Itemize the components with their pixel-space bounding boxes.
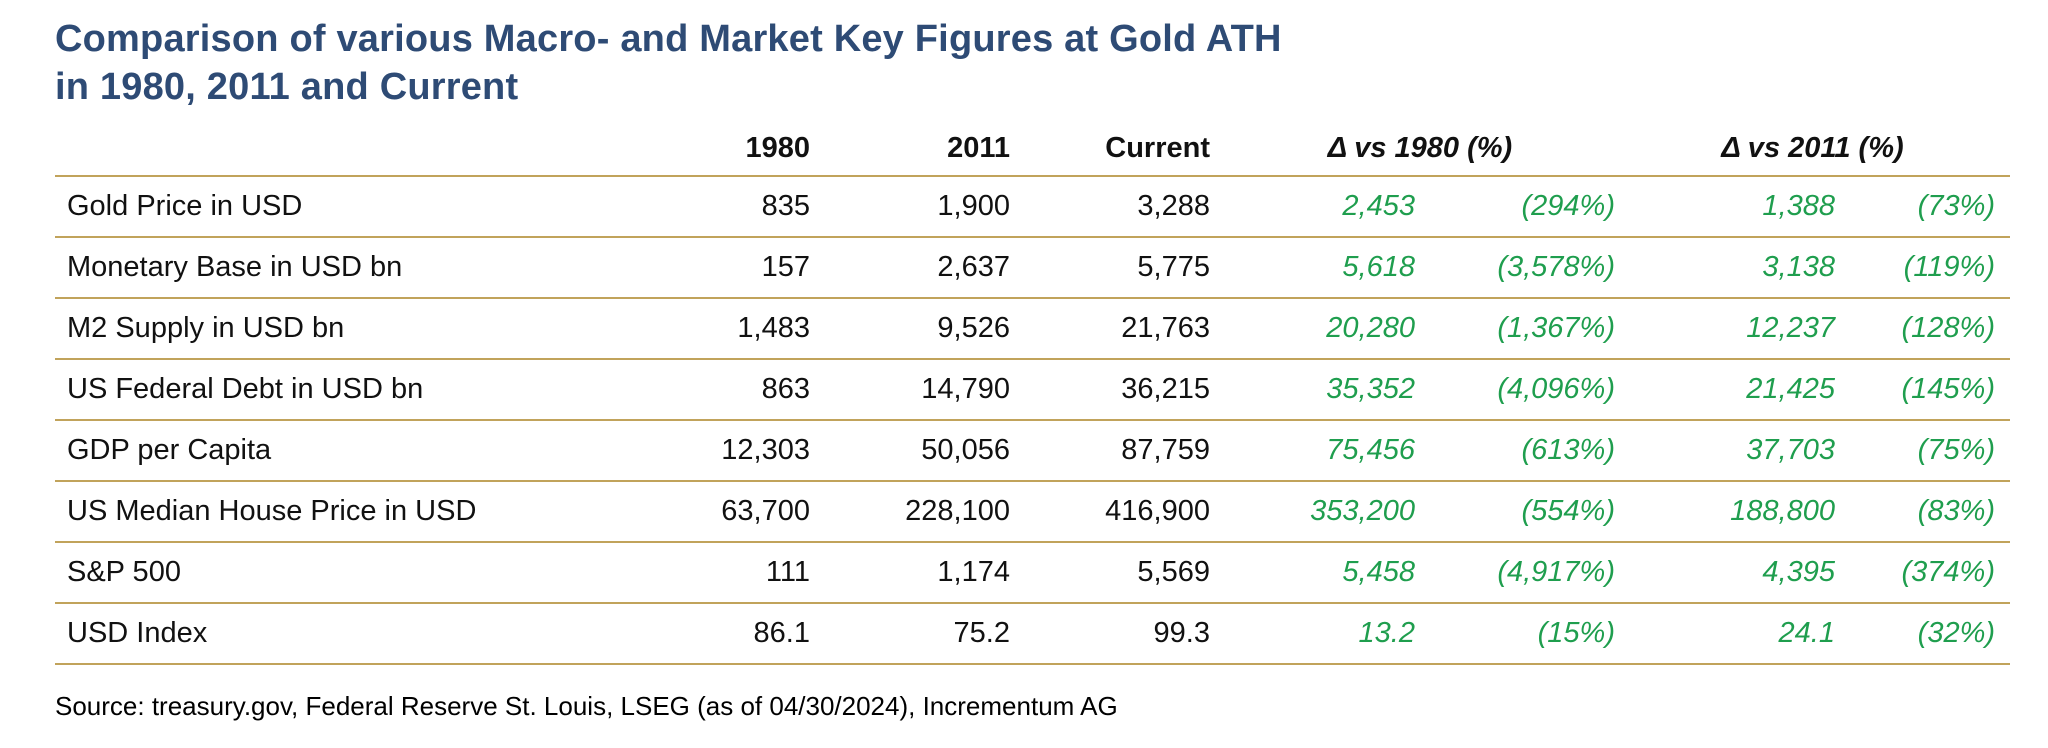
value-1980: 12,303 [655,419,825,482]
delta-2011-abs: 21,425 [1630,358,1850,421]
row-label: Monetary Base in USD bn [55,236,655,299]
table-body: Gold Price in USD 835 1,900 3,288 2,453 … [55,175,2011,665]
value-current: 5,775 [1025,236,1225,299]
delta-1980-abs: 75,456 [1225,419,1430,482]
value-current: 36,215 [1025,358,1225,421]
delta-2011-abs: 12,237 [1630,297,1850,360]
header-delta-vs-2011: Δ vs 2011 (%) [1630,125,2011,177]
page-title: Comparison of various Macro- and Market … [55,16,2010,112]
value-current: 416,900 [1025,480,1225,543]
value-1980: 157 [655,236,825,299]
header-delta-vs-1980: Δ vs 1980 (%) [1225,125,1630,177]
delta-1980-abs: 35,352 [1225,358,1430,421]
delta-1980-abs: 5,618 [1225,236,1430,299]
value-1980: 111 [655,541,825,604]
row-label: US Median House Price in USD [55,480,655,543]
delta-1980-abs: 13.2 [1225,602,1430,665]
value-current: 3,288 [1025,175,1225,238]
table-row: GDP per Capita 12,303 50,056 87,759 75,4… [55,419,2011,482]
delta-1980-abs: 20,280 [1225,297,1430,360]
table-row: Gold Price in USD 835 1,900 3,288 2,453 … [55,175,2011,238]
table-row: S&P 500 111 1,174 5,569 5,458 (4,917%) 4… [55,541,2011,604]
value-current: 21,763 [1025,297,1225,360]
header-current: Current [1025,125,1225,177]
delta-2011-pct: (83%) [1850,480,2011,543]
value-2011: 228,100 [825,480,1025,543]
delta-2011-abs: 37,703 [1630,419,1850,482]
table-row: USD Index 86.1 75.2 99.3 13.2 (15%) 24.1… [55,602,2011,665]
delta-2011-pct: (73%) [1850,175,2011,238]
delta-2011-pct: (32%) [1850,602,2011,665]
table-header-row: 1980 2011 Current Δ vs 1980 (%) Δ vs 201… [55,125,2011,177]
source-note: Source: treasury.gov, Federal Reserve St… [55,690,1118,721]
value-1980: 86.1 [655,602,825,665]
value-current: 87,759 [1025,419,1225,482]
value-current: 99.3 [1025,602,1225,665]
value-2011: 1,174 [825,541,1025,604]
value-1980: 835 [655,175,825,238]
delta-2011-pct: (145%) [1850,358,2011,421]
row-label: USD Index [55,602,655,665]
value-1980: 863 [655,358,825,421]
value-2011: 2,637 [825,236,1025,299]
table-row: Monetary Base in USD bn 157 2,637 5,775 … [55,236,2011,299]
header-1980: 1980 [655,125,825,177]
delta-2011-pct: (119%) [1850,236,2011,299]
key-figures-table: 1980 2011 Current Δ vs 1980 (%) Δ vs 201… [55,125,2011,665]
delta-1980-pct: (1,367%) [1430,297,1630,360]
delta-1980-pct: (294%) [1430,175,1630,238]
value-2011: 14,790 [825,358,1025,421]
row-label: M2 Supply in USD bn [55,297,655,360]
table-row: M2 Supply in USD bn 1,483 9,526 21,763 2… [55,297,2011,360]
table-row: US Federal Debt in USD bn 863 14,790 36,… [55,358,2011,421]
title-line-1: Comparison of various Macro- and Market … [55,18,1282,60]
value-2011: 75.2 [825,602,1025,665]
page: Comparison of various Macro- and Market … [55,16,2011,721]
header-empty [55,125,655,177]
title-line-2: in 1980, 2011 and Current [55,65,519,108]
delta-2011-abs: 188,800 [1630,480,1850,543]
delta-1980-abs: 2,453 [1225,175,1430,238]
row-label: Gold Price in USD [55,175,655,238]
delta-1980-pct: (613%) [1430,419,1630,482]
row-label: GDP per Capita [55,419,655,482]
value-2011: 1,900 [825,175,1025,238]
value-1980: 1,483 [655,297,825,360]
delta-2011-pct: (75%) [1850,419,2011,482]
delta-2011-abs: 1,388 [1630,175,1850,238]
delta-1980-pct: (4,917%) [1430,541,1630,604]
header-2011: 2011 [825,125,1025,177]
delta-1980-abs: 5,458 [1225,541,1430,604]
row-label: US Federal Debt in USD bn [55,358,655,421]
delta-1980-pct: (3,578%) [1430,236,1630,299]
delta-2011-abs: 24.1 [1630,602,1850,665]
delta-1980-pct: (15%) [1430,602,1630,665]
delta-2011-abs: 3,138 [1630,236,1850,299]
delta-2011-pct: (128%) [1850,297,2011,360]
value-1980: 63,700 [655,480,825,543]
table-row: US Median House Price in USD 63,700 228,… [55,480,2011,543]
delta-1980-abs: 353,200 [1225,480,1430,543]
row-label: S&P 500 [55,541,655,604]
delta-1980-pct: (554%) [1430,480,1630,543]
delta-2011-abs: 4,395 [1630,541,1850,604]
value-2011: 9,526 [825,297,1025,360]
delta-1980-pct: (4,096%) [1430,358,1630,421]
delta-2011-pct: (374%) [1850,541,2011,604]
value-current: 5,569 [1025,541,1225,604]
value-2011: 50,056 [825,419,1025,482]
